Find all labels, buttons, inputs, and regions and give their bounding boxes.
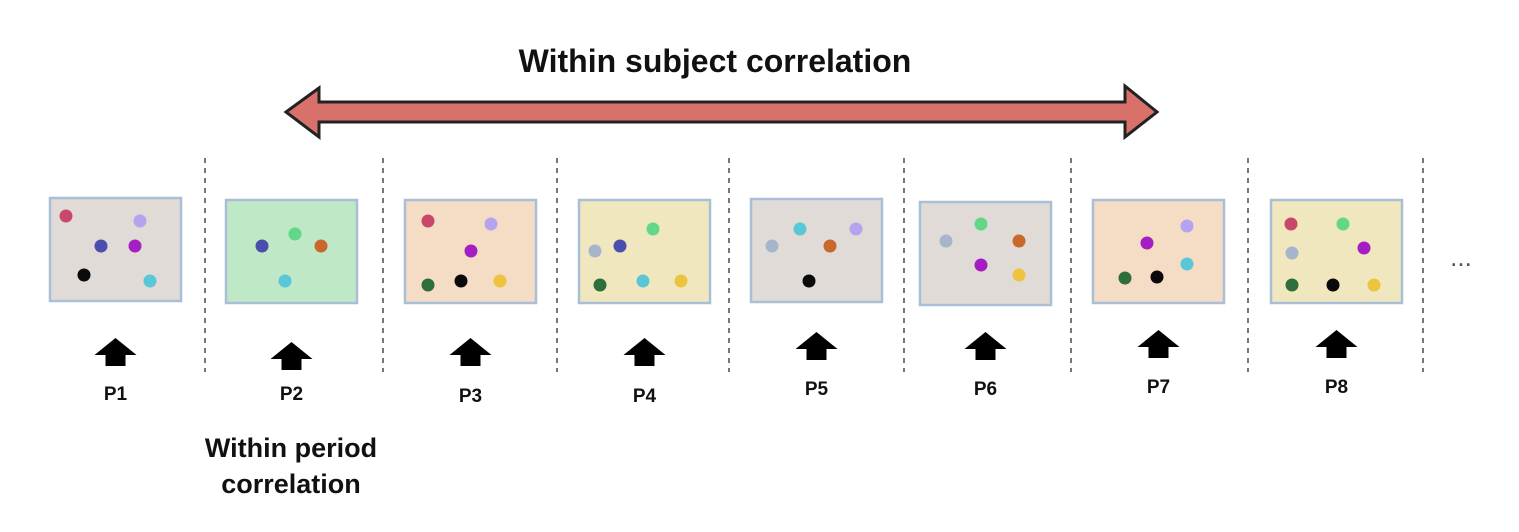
subject-dot-slate <box>588 244 602 258</box>
subject-dot-darkgreen <box>1118 271 1132 285</box>
subject-dot-darkgreen <box>593 278 607 292</box>
subject-dot-orange <box>1012 234 1026 248</box>
subject-dot-green <box>288 227 302 241</box>
up-arrow-icon <box>964 332 1007 360</box>
subject-dot-green <box>1336 217 1350 231</box>
period-panel-p7: P7 <box>1091 198 1226 398</box>
subject-dot-lavender <box>484 217 498 231</box>
subject-dot-black <box>454 274 468 288</box>
subject-dot-purple <box>974 258 988 272</box>
double-headed-arrow <box>283 82 1160 141</box>
continuation-ellipsis: ... <box>1450 242 1472 272</box>
subject-dot-navy <box>613 239 627 253</box>
subject-dot-orange <box>314 239 328 253</box>
subject-dot-navy <box>255 239 269 253</box>
subject-dot-green <box>974 217 988 231</box>
subject-dot-yellow <box>1012 268 1026 282</box>
subject-dot-purple <box>1357 241 1371 255</box>
period-box <box>918 200 1053 307</box>
subject-dot-red <box>1284 217 1298 231</box>
diagram-title: Within subject correlation <box>519 43 912 79</box>
up-arrow-icon <box>449 338 492 366</box>
subject-dot-black <box>1150 270 1164 284</box>
period-panels: P1 P2 P3 P4 P5 P6 P7 P8 <box>48 196 1404 407</box>
subject-dot-lavender <box>849 222 863 236</box>
subject-dot-black <box>77 268 91 282</box>
subject-dot-black <box>802 274 816 288</box>
up-arrow-icon <box>1315 330 1358 358</box>
subject-dot-cyan <box>143 274 157 288</box>
period-panel-p6: P6 <box>918 200 1053 400</box>
subject-dot-red <box>59 209 73 223</box>
subject-dot-purple <box>1140 236 1154 250</box>
period-panel-p5: P5 <box>749 197 884 400</box>
period-panel-p3: P3 <box>403 198 538 407</box>
period-label: P5 <box>805 379 829 400</box>
subject-dot-cyan <box>278 274 292 288</box>
up-arrow-icon <box>270 342 313 370</box>
subject-dot-purple <box>464 244 478 258</box>
period-label: P1 <box>104 384 128 405</box>
subject-dot-purple <box>128 239 142 253</box>
period-panel-p8: P8 <box>1269 198 1404 398</box>
subject-dot-yellow <box>674 274 688 288</box>
subject-dot-darkgreen <box>1285 278 1299 292</box>
up-arrow-icon <box>94 338 137 366</box>
up-arrow-icon <box>1137 330 1180 358</box>
within-period-note-line2: correlation <box>221 469 361 499</box>
within-period-note-line1: Within period <box>205 433 377 463</box>
subject-dot-navy <box>94 239 108 253</box>
subject-dot-cyan <box>636 274 650 288</box>
period-label: P4 <box>633 386 657 407</box>
subject-dot-lavender <box>1180 219 1194 233</box>
period-label: P6 <box>974 379 997 400</box>
period-panel-p4: P4 <box>577 198 712 407</box>
subject-dot-slate <box>939 234 953 248</box>
subject-dot-orange <box>823 239 837 253</box>
up-arrow-icon <box>795 332 838 360</box>
period-panel-p1: P1 <box>48 196 183 405</box>
period-label: P7 <box>1147 377 1170 398</box>
period-box <box>224 198 359 305</box>
subject-dot-slate <box>1285 246 1299 260</box>
subject-dot-black <box>1326 278 1340 292</box>
period-label: P3 <box>459 386 482 407</box>
subject-dot-yellow <box>1367 278 1381 292</box>
period-label: P8 <box>1325 377 1348 398</box>
subject-dot-slate <box>765 239 779 253</box>
period-panel-p2: P2 <box>224 198 359 405</box>
subject-dot-cyan <box>1180 257 1194 271</box>
subject-dot-yellow <box>493 274 507 288</box>
subject-dot-lavender <box>133 214 147 228</box>
subject-dot-green <box>646 222 660 236</box>
subject-dot-cyan <box>793 222 807 236</box>
subject-dot-darkgreen <box>421 278 435 292</box>
subject-dot-red <box>421 214 435 228</box>
up-arrow-icon <box>623 338 666 366</box>
period-box <box>1091 198 1226 305</box>
period-label: P2 <box>280 384 303 405</box>
